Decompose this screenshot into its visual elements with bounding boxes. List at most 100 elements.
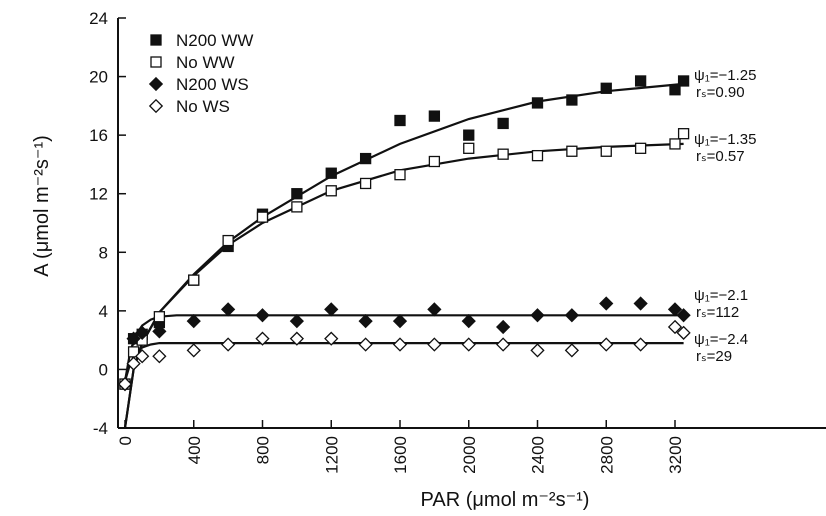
data-point — [633, 337, 648, 352]
data-point — [325, 185, 337, 197]
data-point — [394, 169, 406, 181]
data-point — [359, 177, 372, 190]
data-point — [634, 75, 647, 87]
data-point — [392, 313, 408, 329]
y-tick-label: 16 — [89, 126, 108, 145]
y-tick-label: 8 — [99, 243, 108, 262]
fit-curves — [123, 82, 684, 429]
x-tick-label: 3200 — [666, 436, 685, 474]
data-point — [600, 145, 612, 157]
y-tick-label: 24 — [89, 9, 108, 28]
data-point — [255, 308, 270, 323]
data-point — [530, 308, 545, 323]
axes — [117, 17, 826, 429]
legend-marker — [150, 34, 162, 46]
data-point — [669, 84, 681, 96]
y-tick-label: 4 — [99, 302, 108, 321]
data-point — [325, 167, 337, 179]
data-point — [135, 349, 150, 364]
data-point — [427, 337, 442, 352]
data-point — [497, 148, 509, 160]
data-point — [599, 337, 614, 352]
data-points — [117, 75, 691, 392]
x-tick-label: 1200 — [322, 436, 341, 474]
data-point — [599, 296, 614, 311]
data-point — [428, 155, 441, 168]
data-point — [358, 337, 373, 352]
water-potential-label: ψ₁=−1.25 — [694, 67, 756, 84]
y-axis-title: A (μmol m⁻²s⁻¹) — [31, 135, 53, 277]
data-point — [463, 142, 475, 154]
data-point — [496, 319, 511, 335]
water-potential-label: ψ₁=−1.35 — [694, 131, 756, 148]
legend: N200 WW No WW N200 WS No WS — [148, 31, 253, 116]
legend-marker — [148, 76, 164, 92]
data-point — [633, 296, 648, 311]
data-point — [564, 343, 579, 358]
data-point — [667, 319, 683, 335]
data-point — [255, 331, 270, 346]
data-point — [497, 117, 509, 130]
water-potential-label: ψ₁=−2.1 — [694, 287, 748, 304]
data-point — [676, 308, 691, 323]
data-point — [566, 145, 578, 157]
x-axis-title: PAR (μmol m⁻²s⁻¹) — [421, 489, 590, 511]
data-point — [566, 94, 578, 106]
annotations: ψ₁=−1.25rₛ=0.90ψ₁=−1.35rₛ=0.57ψ₁=−2.1rₛ=… — [694, 67, 756, 365]
tick-labels: -4 0 4 8 12 16 20 24 0 400 800 1200 1600 2000 2400 2800… — [89, 9, 685, 474]
legend-marker — [150, 56, 162, 68]
data-point — [135, 325, 150, 340]
legend-label: N200 WS — [176, 75, 249, 94]
data-point — [126, 356, 141, 371]
y-tick-label: 0 — [99, 360, 108, 379]
data-point — [530, 343, 545, 358]
resistance-label: rₛ=0.57 — [696, 148, 745, 165]
resistance-label: rₛ=112 — [696, 304, 739, 321]
data-point — [531, 149, 544, 162]
data-point — [669, 138, 681, 150]
data-point — [126, 331, 141, 346]
water-potential-label: ψ₁=−2.4 — [694, 331, 748, 348]
x-tick-label: 2800 — [597, 436, 616, 474]
data-point — [153, 311, 166, 323]
legend-label: N200 WW — [176, 31, 253, 50]
data-point — [394, 114, 406, 127]
data-point — [496, 337, 511, 352]
resistance-label: rₛ=0.90 — [696, 84, 745, 101]
legend-marker — [148, 98, 164, 114]
data-point — [564, 308, 579, 323]
data-point — [677, 128, 690, 140]
data-point — [186, 343, 201, 358]
data-point — [291, 201, 303, 213]
fit-curve — [123, 142, 684, 429]
y-tick-label: -4 — [93, 419, 108, 438]
data-point — [463, 129, 475, 141]
x-tick-label: 2000 — [460, 436, 479, 474]
data-point — [256, 211, 269, 223]
data-point — [186, 313, 201, 329]
x-tick-label: 0 — [116, 436, 135, 445]
data-point — [324, 331, 339, 346]
data-point — [392, 337, 408, 352]
data-point — [600, 82, 612, 94]
legend-label: No WS — [176, 97, 230, 116]
data-point — [221, 302, 236, 317]
x-tick-label: 1600 — [391, 436, 410, 474]
data-point — [222, 234, 234, 247]
data-point — [676, 325, 691, 340]
x-tick-label: 800 — [254, 436, 273, 464]
data-point — [461, 337, 476, 352]
resistance-label: rₛ=29 — [696, 348, 732, 365]
data-point — [324, 302, 339, 317]
data-point — [152, 324, 167, 339]
fit-curve — [123, 314, 684, 382]
data-point — [427, 302, 442, 317]
data-point — [667, 302, 683, 317]
x-tick-label: 2400 — [529, 436, 548, 474]
data-point — [221, 337, 236, 352]
data-point — [359, 152, 372, 165]
data-point — [358, 313, 373, 329]
data-point — [117, 376, 133, 392]
x-tick-label: 400 — [185, 436, 204, 464]
